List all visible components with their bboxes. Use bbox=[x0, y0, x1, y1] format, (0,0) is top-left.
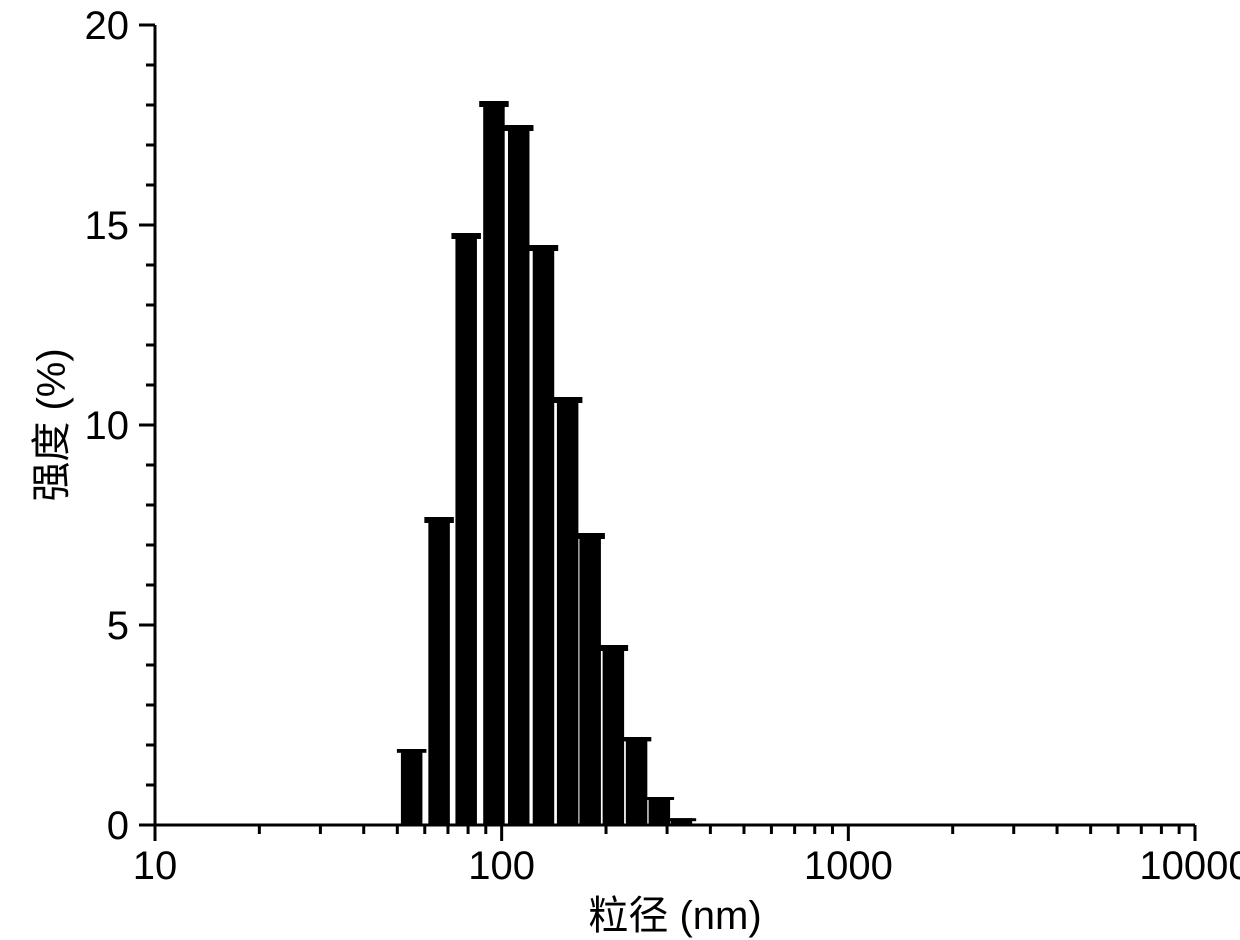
x-tick-label: 10 bbox=[133, 844, 178, 888]
y-tick-label: 0 bbox=[107, 804, 129, 848]
bar bbox=[533, 245, 554, 825]
bar-cap bbox=[575, 533, 604, 539]
bar bbox=[603, 645, 624, 825]
bar-cap bbox=[622, 737, 651, 741]
bar bbox=[579, 533, 600, 825]
bar-cap bbox=[424, 517, 453, 523]
bar-cap bbox=[599, 645, 628, 651]
x-axis-label: 粒径 (nm) bbox=[588, 894, 761, 938]
y-tick-label: 10 bbox=[85, 404, 130, 448]
y-tick-label: 5 bbox=[107, 604, 129, 648]
bar bbox=[557, 397, 578, 825]
x-tick-label: 1000 bbox=[804, 844, 893, 888]
bar-cap bbox=[645, 797, 674, 800]
x-tick-label: 100 bbox=[468, 844, 535, 888]
bar-cap bbox=[529, 245, 558, 251]
bar-cap bbox=[451, 233, 480, 239]
bar bbox=[428, 517, 449, 825]
y-tick-label: 15 bbox=[85, 204, 130, 248]
bar bbox=[483, 101, 504, 825]
bar bbox=[401, 749, 422, 825]
y-tick-label: 20 bbox=[85, 4, 130, 48]
bar-cap bbox=[397, 749, 426, 753]
bar-cap bbox=[667, 818, 696, 821]
bar bbox=[626, 737, 647, 825]
bar-cap bbox=[479, 101, 508, 107]
particle-size-histogram: 10 100 1000 10000 粒径 (nm) 0 5 10 15 20 强度 (%) bbox=[0, 0, 1240, 940]
bar-cap bbox=[504, 125, 533, 131]
bar bbox=[455, 233, 476, 825]
y-axis-label: 强度 (%) bbox=[30, 348, 74, 501]
bar bbox=[508, 125, 529, 825]
bar-cap bbox=[553, 397, 582, 403]
x-tick-label: 10000 bbox=[1139, 844, 1240, 888]
